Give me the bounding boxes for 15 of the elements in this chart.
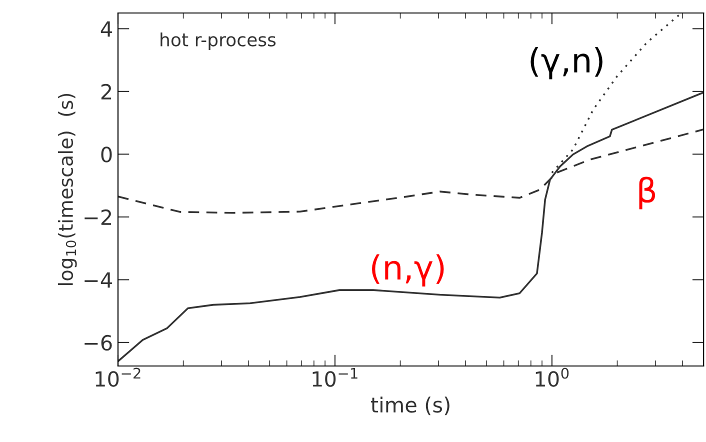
x-tick-label: 10$^{0}$ [536, 368, 569, 387]
x-tick-label: 10$^{−2}$ [96, 368, 140, 387]
y-tick-label: 0 [101, 146, 112, 162]
y-tick-label: −6 [84, 334, 112, 351]
annotation: β [639, 176, 656, 210]
y-axis-title: log$_{10}$(timescale) (s) [58, 94, 77, 285]
x-tick-label: 10$^{−1}$ [312, 368, 358, 387]
y-tick-label: −2 [84, 209, 112, 225]
y-tick-label: 4 [100, 21, 112, 37]
annotation: (n,γ) [372, 254, 444, 286]
y-tick-label: 2 [101, 84, 112, 100]
annotation: (γ,n) [530, 47, 602, 80]
y-tick-label: −4 [84, 272, 112, 288]
x-axis-title: time (s) [370, 396, 450, 416]
annotation: hot r-process [160, 32, 276, 50]
